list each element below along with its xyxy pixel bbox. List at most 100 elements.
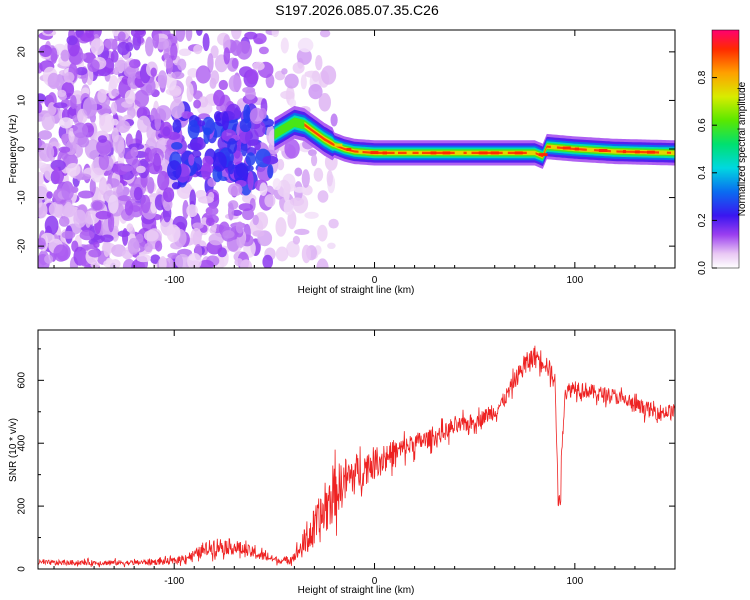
noise-blob xyxy=(258,46,269,55)
noise-blob xyxy=(110,101,118,115)
noise-blob xyxy=(157,70,168,89)
noise-blob xyxy=(252,214,259,226)
noise-blob xyxy=(289,197,305,206)
noise-blob xyxy=(244,31,258,40)
noise-blob xyxy=(210,45,219,59)
snr-frame xyxy=(37,329,676,570)
noise-blob xyxy=(271,30,279,38)
noise-blob xyxy=(38,162,47,169)
noise-blob xyxy=(292,235,300,245)
noise-blob xyxy=(275,217,287,237)
noise-blob xyxy=(98,152,110,170)
snr-x-label: Height of straight line (km) xyxy=(298,585,415,596)
noise-blob xyxy=(60,49,70,62)
noise-blob xyxy=(98,177,108,196)
ridge-peak xyxy=(358,150,363,154)
noise-blob xyxy=(182,200,189,219)
noise-blob xyxy=(301,184,313,196)
noise-blob xyxy=(78,190,94,199)
noise-blob xyxy=(321,65,337,85)
ridge-peak xyxy=(634,150,640,154)
noise-blob xyxy=(227,138,238,154)
noise-blob xyxy=(77,135,90,148)
noise-blob xyxy=(175,253,190,268)
noise-blob xyxy=(242,208,254,221)
noise-blob xyxy=(301,169,310,188)
ridge-band xyxy=(304,123,675,158)
noise-blob xyxy=(99,113,115,133)
noise-blob xyxy=(187,119,200,139)
noise-blob xyxy=(301,244,311,264)
noise-blob xyxy=(238,203,253,212)
y-tick-label: 0 xyxy=(17,566,28,572)
noise-blob xyxy=(72,122,89,139)
noise-blob xyxy=(136,254,152,263)
ridge-peak xyxy=(526,151,536,155)
noise-blob xyxy=(53,244,69,262)
noise-blob xyxy=(44,254,54,264)
ridge-peak xyxy=(610,149,617,153)
noise-blob xyxy=(222,230,235,239)
ridge-peak xyxy=(406,151,413,155)
noise-blob xyxy=(123,67,137,78)
ridge-peak xyxy=(334,143,343,147)
noise-blob xyxy=(88,249,102,258)
chart-title: S197.2026.085.07.35.C26 xyxy=(275,2,439,18)
noise-blob xyxy=(166,224,181,243)
colorbar-tick-label: 0.6 xyxy=(697,118,708,132)
x-tick-label: 100 xyxy=(566,275,583,286)
noise-blob xyxy=(171,71,185,80)
noise-blob xyxy=(240,139,248,157)
noise-blob xyxy=(315,55,323,71)
ridge-peak xyxy=(466,151,472,155)
noise-blob xyxy=(198,259,214,268)
snr-area xyxy=(38,330,675,569)
colorbar: 0.0 0.2 0.4 0.6 0.8 Normalized spectral ampl… xyxy=(697,29,748,275)
ridge-peak xyxy=(659,151,667,154)
noise-blob xyxy=(252,61,265,71)
noise-blob xyxy=(167,160,182,181)
noise-blob xyxy=(143,230,159,242)
noise-blob xyxy=(311,70,320,82)
noise-blob xyxy=(317,224,328,242)
noise-blob xyxy=(191,150,202,158)
noise-blob xyxy=(284,73,299,89)
noise-blob xyxy=(188,154,195,166)
noise-blob xyxy=(126,223,134,232)
noise-blob xyxy=(235,221,244,234)
noise-blob xyxy=(292,62,305,74)
noise-blob xyxy=(293,186,307,193)
noise-blob xyxy=(317,190,329,203)
noise-blob xyxy=(129,59,141,69)
noise-blob xyxy=(208,191,215,201)
noise-blob xyxy=(254,120,266,138)
snr-panel: -100 0 100 0 200 400 600 Height of straight li… xyxy=(8,329,676,596)
noise-blob xyxy=(48,201,64,218)
x-tick-label: 100 xyxy=(566,576,583,587)
noise-blob xyxy=(304,211,319,219)
noise-blob xyxy=(240,259,253,268)
noise-blob xyxy=(124,89,136,105)
noise-blob xyxy=(158,256,167,268)
noise-blob xyxy=(157,170,170,191)
noise-blob xyxy=(43,30,54,35)
colorbar-tick-label: 0.8 xyxy=(697,70,708,84)
noise-blob xyxy=(193,99,202,109)
noise-blob xyxy=(231,150,243,165)
noise-blob xyxy=(73,209,87,228)
noise-blob xyxy=(245,88,256,100)
noise-blob xyxy=(134,89,150,108)
noise-blob xyxy=(124,200,134,216)
noise-blob xyxy=(234,258,243,267)
noise-blob xyxy=(100,234,114,243)
noise-blob xyxy=(79,248,88,267)
y-tick-label: 200 xyxy=(17,497,28,514)
noise-blob xyxy=(202,33,210,52)
noise-blob xyxy=(231,209,243,216)
noise-blob xyxy=(66,35,78,46)
noise-blob xyxy=(201,162,212,180)
noise-blob xyxy=(207,53,214,73)
snr-series-line xyxy=(38,345,675,568)
colorbar-tick-label: 0.0 xyxy=(697,261,708,275)
noise-blob xyxy=(155,240,163,252)
